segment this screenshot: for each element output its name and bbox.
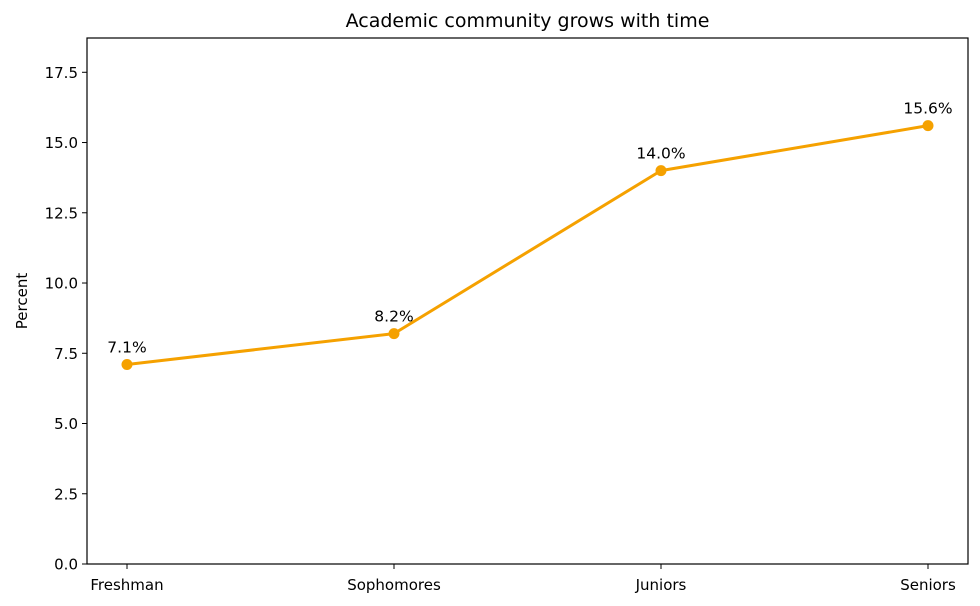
x-tick-label: Freshman xyxy=(90,576,163,594)
y-tick-label: 5.0 xyxy=(54,415,78,433)
series-layer: 7.1% 8.2% 14.0% 15.6% xyxy=(107,100,953,371)
x-tick-label: Juniors xyxy=(635,576,687,594)
y-tick-label: 17.5 xyxy=(45,64,78,82)
x-axis-ticks: Freshman Sophomores Juniors Seniors xyxy=(90,564,956,594)
data-point-marker xyxy=(922,120,934,132)
y-tick-label: 12.5 xyxy=(45,204,78,222)
y-axis-ticks: 0.0 2.5 5.0 7.5 10.0 12.5 15.0 17.5 xyxy=(45,64,87,574)
y-tick-label: 15.0 xyxy=(45,134,78,152)
y-axis-label: Percent xyxy=(13,273,31,330)
data-point-marker xyxy=(121,359,133,371)
series-line xyxy=(126,124,929,366)
x-tick-label: Sophomores xyxy=(347,576,441,594)
data-label: 15.6% xyxy=(903,100,952,118)
y-tick-label: 10.0 xyxy=(45,275,78,293)
data-label: 8.2% xyxy=(374,308,413,326)
data-label: 14.0% xyxy=(636,145,685,163)
y-tick-label: 2.5 xyxy=(54,485,78,503)
data-point-marker xyxy=(388,328,400,340)
x-tick-label: Seniors xyxy=(900,576,956,594)
data-point-marker xyxy=(655,165,667,177)
chart-title: Academic community grows with time xyxy=(346,10,710,32)
plot-frame xyxy=(86,37,969,565)
y-tick-label: 0.0 xyxy=(54,556,78,574)
data-label: 7.1% xyxy=(107,339,146,357)
y-tick-label: 7.5 xyxy=(54,345,78,363)
